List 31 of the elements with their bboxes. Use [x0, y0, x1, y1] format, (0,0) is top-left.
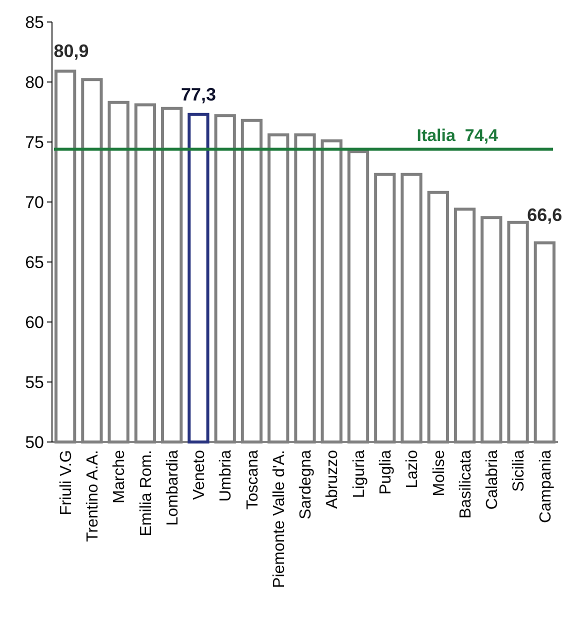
x-tick-label: Molise: [430, 450, 448, 496]
x-tick-label: Marche: [111, 450, 128, 504]
y-tick-label: 60: [25, 312, 44, 332]
y-tick-label: 70: [25, 192, 44, 212]
y-tick-label: 75: [25, 132, 44, 152]
x-tick-label: Liguria: [350, 450, 368, 498]
x-tick-label: Veneto: [191, 450, 208, 500]
x-tick-label: Campania: [537, 450, 554, 523]
x-tick-label: Lazio: [404, 450, 422, 488]
x-tick-label: Friuli V.G: [58, 450, 75, 516]
x-tick-label: Calabria: [484, 450, 502, 510]
x-tick-label: Toscana: [244, 450, 262, 510]
data-label: 66,6: [527, 204, 562, 225]
y-tick-label: 85: [25, 12, 44, 32]
x-tick-label: Puglia: [377, 450, 394, 494]
x-tick-label: Basilicata: [457, 450, 474, 518]
x-tick-label: Lombardia: [164, 450, 182, 526]
x-tick-label: Abruzzo: [324, 450, 342, 509]
x-tick-label: Umbria: [218, 450, 235, 502]
x-tick-label: Sicilia: [510, 450, 528, 492]
data-label: 80,9: [54, 41, 89, 62]
x-tick-label: Emilia Rom.: [138, 450, 155, 536]
y-tick-label: 55: [25, 372, 44, 392]
ref-line-label: Italia 74,4: [416, 126, 499, 146]
y-tick-label: 80: [25, 72, 44, 92]
y-tick-label: 50: [25, 432, 44, 452]
x-tick-label: Sardegna: [298, 450, 315, 520]
x-tick-label: Trentino A.A.: [84, 450, 102, 542]
data-label: 77,3: [180, 84, 216, 104]
y-tick-label: 65: [25, 252, 44, 272]
x-tick-label: Piemonte Valle d'A.: [270, 450, 288, 588]
